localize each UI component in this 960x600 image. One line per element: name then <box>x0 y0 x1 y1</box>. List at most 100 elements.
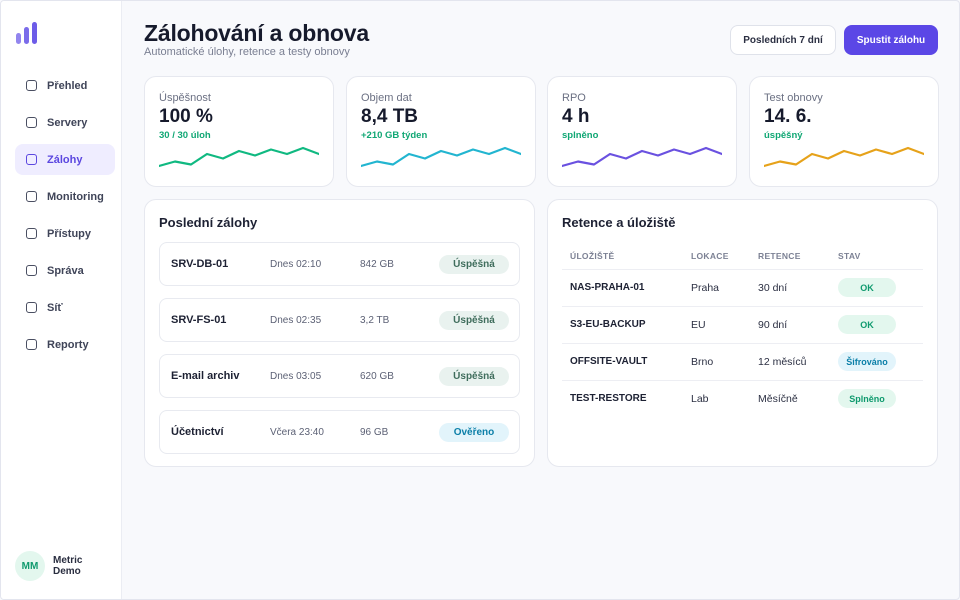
backup-name: SRV-DB-01 <box>171 258 229 270</box>
sidebar-item-prehled[interactable]: Přehled <box>15 70 115 101</box>
square-icon <box>26 265 37 276</box>
table-row[interactable]: NAS-PRAHA-01 Praha 30 dní OK <box>562 269 923 307</box>
kpi-card-restore-test: Test obnovy 14. 6. úspěšný <box>749 76 939 187</box>
kpi-label: Objem dat <box>361 92 412 104</box>
sidebar-item-label: Přístupy <box>47 227 92 240</box>
panel-title: Poslední zálohy <box>159 215 258 230</box>
sidebar-item-servery[interactable]: Servery <box>15 107 115 138</box>
sidebar-item-label: Monitoring <box>47 190 104 203</box>
column-header-retention: RETENCE <box>750 243 830 270</box>
storage-location: Brno <box>683 343 750 381</box>
status-badge: Šifrováno <box>838 352 896 371</box>
sidebar-item-sprava[interactable]: Správa <box>15 255 115 286</box>
table-row[interactable]: S3-EU-BACKUP EU 90 dní OK <box>562 306 923 344</box>
kpi-sparkline <box>562 146 722 168</box>
backup-time: Včera 23:40 <box>270 426 324 438</box>
status-badge: Splněno <box>838 389 896 409</box>
status-badge: Úspěšná <box>439 366 509 386</box>
backup-name: Účetnictví <box>171 426 224 438</box>
square-icon <box>26 191 37 202</box>
kpi-label: Úspěšnost <box>159 92 211 104</box>
column-header-status: STAV <box>830 243 923 270</box>
kpi-delta: úspěšný <box>764 130 803 141</box>
table-row[interactable]: OFFSITE-VAULT Brno 12 měsíců Šifrováno <box>562 343 923 381</box>
storage-name: TEST-RESTORE <box>570 393 647 405</box>
column-header-location: LOKACE <box>683 243 750 270</box>
square-icon <box>26 339 37 350</box>
kpi-value: 4 h <box>562 106 590 127</box>
sidebar-item-pristupy[interactable]: Přístupy <box>15 218 115 249</box>
table-header-row: ÚLOŽIŠTĚ LOKACE RETENCE STAV <box>562 243 923 270</box>
backup-row[interactable]: Účetnictví Včera 23:40 96 GB Ověřeno <box>159 410 520 454</box>
sidebar-item-monitoring[interactable]: Monitoring <box>15 181 115 212</box>
page-subtitle: Automatické úlohy, retence a testy obnov… <box>144 46 350 58</box>
backup-size: 620 GB <box>360 370 394 382</box>
kpi-delta: 30 / 30 úloh <box>159 130 211 141</box>
sidebar-item-label: Reporty <box>47 338 89 351</box>
status-badge: OK <box>838 278 896 297</box>
table-row[interactable]: TEST-RESTORE Lab Měsíčně Splněno <box>562 380 923 417</box>
kpi-label: Test obnovy <box>764 92 823 104</box>
retention-table: ÚLOŽIŠTĚ LOKACE RETENCE STAV NAS-PRAHA-0… <box>562 243 923 417</box>
page-title: Zálohování a obnova <box>144 20 369 46</box>
storage-location: EU <box>683 306 750 344</box>
panel-title: Retence a úložiště <box>562 215 676 230</box>
storage-location: Lab <box>691 392 709 405</box>
backup-name: SRV-FS-01 <box>171 314 227 326</box>
backup-row[interactable]: SRV-FS-01 Dnes 02:35 3,2 TB Úspěšná <box>159 298 520 342</box>
backup-size: 842 GB <box>360 258 394 270</box>
storage-retention: 30 dní <box>750 269 830 307</box>
sidebar-item-sit[interactable]: Síť <box>15 292 115 323</box>
kpi-card-rpo: RPO 4 h splněno <box>547 76 737 187</box>
kpi-label: RPO <box>562 92 586 104</box>
retention-storage-panel: Retence a úložiště ÚLOŽIŠTĚ LOKACE RETEN… <box>547 199 938 467</box>
sparkline-path <box>562 146 722 168</box>
storage-name: NAS-PRAHA-01 <box>562 269 683 307</box>
backup-size: 96 GB <box>360 426 389 438</box>
run-backup-button[interactable]: Spustit zálohu <box>844 25 938 55</box>
status-badge: OK <box>838 315 896 334</box>
backup-row[interactable]: E-mail archiv Dnes 03:05 620 GB Úspěšná <box>159 354 520 398</box>
kpi-sparkline <box>764 146 924 168</box>
kpi-card-success-rate: Úspěšnost 100 % 30 / 30 úloh <box>144 76 334 187</box>
backup-size: 3,2 TB <box>360 314 390 326</box>
backup-time: Dnes 02:10 <box>270 258 322 270</box>
sidebar-item-label: Síť <box>47 301 63 314</box>
kpi-value: 14. 6. <box>764 106 812 127</box>
user-profile[interactable]: MM Metric Demo <box>15 551 103 581</box>
backup-row[interactable]: SRV-DB-01 Dnes 02:10 842 GB Úspěšná <box>159 242 520 286</box>
main-content: Zálohování a obnova Automatické úlohy, r… <box>122 1 959 599</box>
storage-retention: 90 dní <box>750 306 830 344</box>
period-filter-button[interactable]: Posledních 7 dní <box>730 25 836 55</box>
square-icon <box>26 117 37 128</box>
sidebar-item-label: Servery <box>47 116 88 129</box>
sidebar: Přehled Servery Zálohy Monitoring Přístu… <box>1 1 122 599</box>
sidebar-nav: Přehled Servery Zálohy Monitoring Přístu… <box>15 70 115 366</box>
kpi-delta: splněno <box>562 130 599 141</box>
sparkline-path <box>159 146 319 168</box>
backup-name: E-mail archiv <box>171 370 240 382</box>
storage-name: OFFSITE-VAULT <box>562 343 683 381</box>
square-icon <box>26 154 37 165</box>
user-name: Metric Demo <box>53 555 83 577</box>
backup-time: Dnes 03:05 <box>270 370 322 382</box>
storage-location: Praha <box>683 269 750 307</box>
square-icon <box>26 228 37 239</box>
recent-backups-panel: Poslední zálohy SRV-DB-01 Dnes 02:10 842… <box>144 199 535 467</box>
storage-name: S3-EU-BACKUP <box>562 306 683 344</box>
status-badge: Úspěšná <box>439 310 509 330</box>
avatar: MM <box>15 551 45 581</box>
status-badge: Úspěšná <box>439 254 509 274</box>
sidebar-item-label: Zálohy <box>47 153 83 166</box>
sparkline-path <box>361 146 521 168</box>
logo-icon[interactable] <box>15 21 39 45</box>
kpi-value: 100 % <box>159 106 213 127</box>
square-icon <box>26 80 37 91</box>
sidebar-item-label: Přehled <box>47 79 88 92</box>
sidebar-item-reporty[interactable]: Reporty <box>15 329 115 360</box>
sidebar-item-zalohy[interactable]: Zálohy <box>15 144 115 175</box>
column-header-storage: ÚLOŽIŠTĚ <box>562 243 683 270</box>
kpi-card-data-volume: Objem dat 8,4 TB +210 GB týden <box>346 76 536 187</box>
storage-retention: 12 měsíců <box>750 343 830 381</box>
